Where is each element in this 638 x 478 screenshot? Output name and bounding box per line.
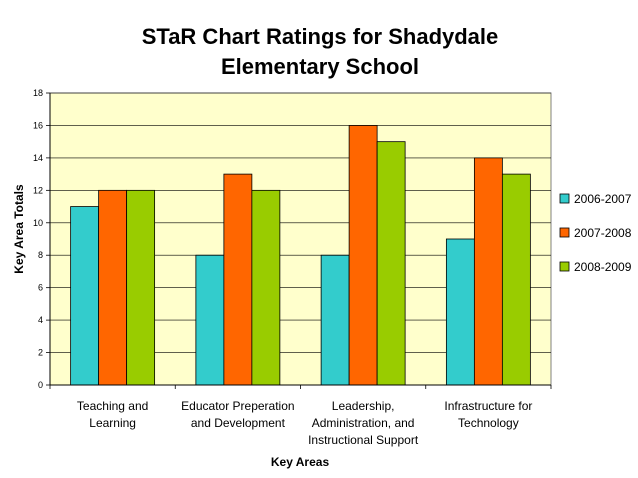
y-tick-label: 10 — [33, 218, 43, 228]
bar-2007-2008-3 — [473, 157, 503, 386]
bar-2006-2007-1 — [195, 254, 225, 386]
bar-2007-2008-0 — [98, 189, 128, 386]
x-category-label-line: Learning — [89, 416, 136, 430]
x-category-label: Educator Preperation and Development — [181, 399, 294, 430]
y-tick-label: 0 — [38, 380, 43, 390]
y-tick-label: 18 — [33, 88, 43, 98]
y-tick-label: 6 — [38, 283, 43, 293]
x-category-label-line: Educator Preperation — [181, 399, 294, 413]
y-axis-ticks: 0 2 4 6 8 10 12 14 16 18 — [33, 88, 50, 390]
x-category-label: Infrastructure for Technology — [444, 399, 532, 430]
axes — [49, 93, 552, 389]
x-category-label: Leadership, Administration, and Instructio… — [308, 399, 419, 447]
y-axis-title: Key Area Totals — [12, 184, 26, 274]
bar-2008-2009-1 — [251, 189, 281, 386]
bar-2008-2009-2 — [376, 141, 406, 386]
y-tick-label: 12 — [33, 185, 43, 195]
legend-label: 2007-2008 — [574, 226, 632, 240]
x-category-label-line: Leadership, — [332, 399, 395, 413]
legend-label: 2008-2009 — [574, 260, 632, 274]
bar-2006-2007-3 — [445, 238, 475, 386]
x-category-label-line: Infrastructure for — [444, 399, 532, 413]
chart-title: STaR Chart Ratings for Shadydale Element… — [142, 24, 499, 79]
bar-2007-2008-1 — [223, 173, 253, 386]
y-tick-label: 2 — [38, 348, 43, 358]
bar-2008-2009-0 — [126, 189, 156, 386]
x-category-label-line: Instructional Support — [308, 433, 419, 447]
x-category-label-line: Administration, and — [312, 416, 415, 430]
x-category-label-line: Teaching and — [77, 399, 148, 413]
legend-swatch — [559, 227, 570, 238]
x-axis-category-labels: Teaching and Learning Educator Preperation… — [77, 399, 532, 447]
bar-2006-2007-0 — [70, 206, 100, 386]
y-tick-label: 4 — [38, 315, 43, 325]
chart-title-line-1: STaR Chart Ratings for Shadydale — [142, 24, 499, 49]
x-axis-title: Key Areas — [271, 455, 330, 469]
x-category-label: Teaching and Learning — [77, 399, 148, 430]
y-tick-label: 14 — [33, 153, 43, 163]
legend: 2006-2007 2007-2008 2008-2009 — [559, 192, 632, 274]
bar-2008-2009-3 — [501, 173, 531, 386]
x-category-label-line: and Development — [191, 416, 286, 430]
legend-swatch — [559, 193, 570, 204]
y-tick-label: 8 — [38, 250, 43, 260]
bar-2007-2008-2 — [348, 125, 378, 386]
bars — [70, 125, 531, 386]
legend-label: 2006-2007 — [574, 192, 632, 206]
bar-2006-2007-2 — [320, 254, 350, 386]
chart-title-line-2: Elementary School — [221, 54, 419, 79]
legend-swatch — [559, 261, 570, 272]
x-category-label-line: Technology — [458, 416, 519, 430]
y-tick-label: 16 — [33, 120, 43, 130]
